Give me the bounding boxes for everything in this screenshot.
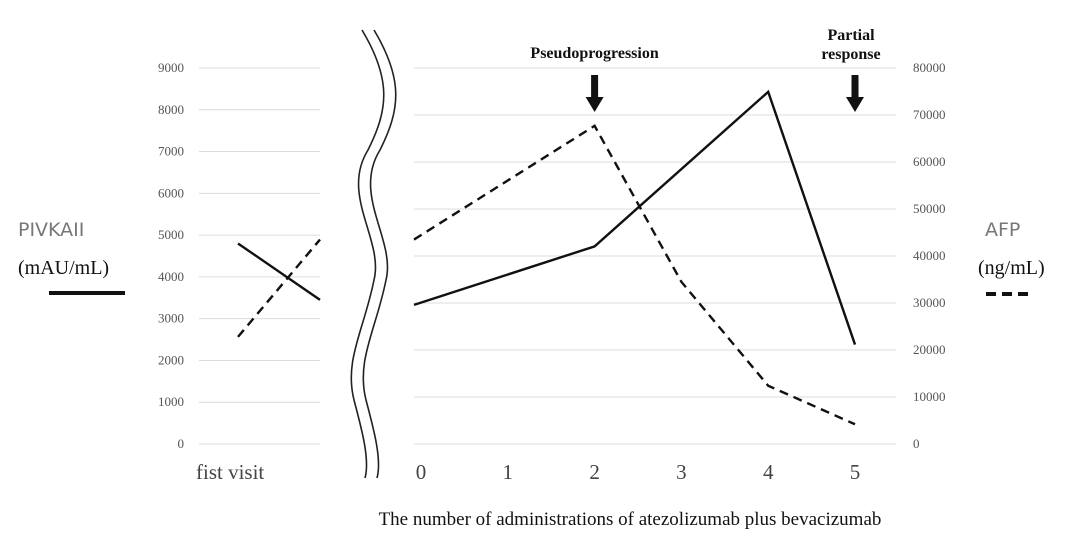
left-axis-ticks: 0 1000 2000 3000 4000 5000 6000 7000 8000 9000 — [158, 60, 184, 451]
right-tick-label: 0 — [913, 436, 920, 451]
left-tick-label: 9000 — [158, 60, 184, 75]
right-axis-ticks: 0 10000 20000 30000 40000 50000 60000 70000 8000… — [913, 60, 946, 451]
annotation-arrow-shaft — [591, 75, 599, 99]
right-tick-label: 70000 — [913, 107, 946, 122]
annotation-label: response — [821, 46, 880, 63]
left-axis-title: PIVKAII — [18, 219, 84, 241]
right-axis-title: AFP — [985, 219, 1020, 241]
pivkaii-first-visit-line — [237, 242, 321, 301]
break-line-left — [350, 29, 385, 479]
right-tick-label: 80000 — [913, 60, 946, 75]
afp-series-line — [413, 124, 856, 426]
annotation-arrow-head — [585, 97, 604, 112]
right-tick-label: 60000 — [913, 154, 946, 169]
x-axis-label: The number of administrations of atezoli… — [379, 509, 882, 530]
right-tick-label: 30000 — [913, 295, 946, 310]
gridlines — [199, 67, 896, 445]
x-tick-label: 4 — [763, 460, 774, 484]
afp-first-visit-line — [237, 238, 321, 338]
x-tick-label: 2 — [589, 460, 600, 484]
x-tick-label: 5 — [850, 460, 861, 484]
annotation-label: Partial — [827, 27, 875, 44]
annotation-arrow-shaft — [851, 75, 859, 99]
break-line-right — [362, 29, 397, 479]
right-tick-label: 50000 — [913, 201, 946, 216]
right-axis-unit: (ng/mL) — [978, 257, 1045, 279]
annotation-label: Pseudoprogression — [530, 45, 658, 62]
right-tick-label: 20000 — [913, 342, 946, 357]
left-tick-label: 0 — [178, 436, 185, 451]
left-tick-label: 7000 — [158, 144, 184, 159]
x-tick-label: 0 — [416, 460, 427, 484]
annotations: Pseudoprogression Partial response — [530, 27, 881, 112]
right-tick-label: 40000 — [913, 248, 946, 263]
x-tick-label: 1 — [503, 460, 514, 484]
series-lines — [237, 89, 857, 426]
x-axis-ticks: 0 1 2 3 4 5 — [416, 460, 861, 484]
left-tick-label: 6000 — [158, 185, 184, 200]
pivkaii-series-line — [413, 89, 857, 345]
axis-break-mark — [350, 29, 397, 479]
first-visit-label: fist visit — [196, 460, 264, 484]
left-tick-label: 5000 — [158, 227, 184, 242]
left-tick-label: 8000 — [158, 102, 184, 117]
left-axis-unit: (mAU/mL) — [18, 257, 109, 279]
annotation-arrow-head — [846, 97, 864, 112]
x-tick-label: 3 — [676, 460, 687, 484]
left-tick-label: 1000 — [158, 394, 184, 409]
right-tick-label: 10000 — [913, 389, 946, 404]
left-tick-label: 3000 — [158, 311, 184, 326]
left-tick-label: 4000 — [158, 269, 184, 284]
left-tick-label: 2000 — [158, 352, 184, 367]
